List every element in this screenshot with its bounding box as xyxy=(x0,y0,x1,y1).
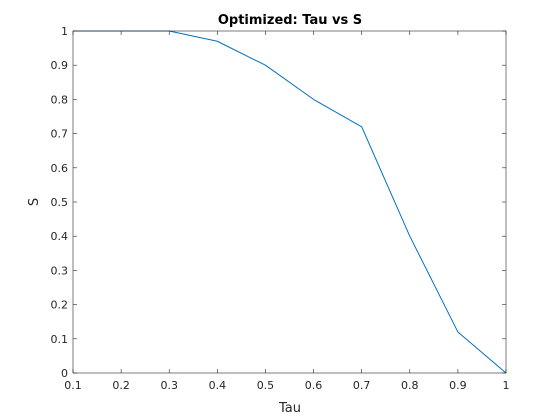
y-tick-label: 0.8 xyxy=(51,93,69,106)
y-tick-label: 0.2 xyxy=(51,299,69,312)
y-tick-label: 1 xyxy=(61,25,68,38)
x-tick-label: 1 xyxy=(503,379,510,392)
plot-area: 0.1 0.2 0.3 0.4 0.5 0.6 0.7 0.8 0.9 100.10.20.30.… xyxy=(51,25,510,392)
y-tick-label: 0.7 xyxy=(51,128,69,141)
x-tick-label: 0.9 xyxy=(449,379,467,392)
x-tick-label: 0.3 xyxy=(160,379,178,392)
y-tick-label: 0.3 xyxy=(51,264,69,277)
y-tick-label: 0.9 xyxy=(51,59,69,72)
x-tick-label: 0.2 xyxy=(112,379,130,392)
x-tick-label: 0.8 xyxy=(401,379,419,392)
chart-title: Optimized: Tau vs S xyxy=(218,13,362,28)
y-axis-label: S xyxy=(27,198,42,206)
y-tick-label: 0.4 xyxy=(51,230,69,243)
x-tick-label: 0.4 xyxy=(209,379,227,392)
y-tick-label: 0.5 xyxy=(51,196,69,209)
x-tick-label: 0.6 xyxy=(305,379,323,392)
y-tick-label: 0.1 xyxy=(51,333,69,346)
x-tick-label: 0.7 xyxy=(353,379,371,392)
x-tick-label: 0.1 xyxy=(64,379,82,392)
y-tick-label: 0.6 xyxy=(51,162,69,175)
x-tick-label: 0.5 xyxy=(257,379,275,392)
y-tick-label: 0 xyxy=(61,367,68,380)
x-axis-label: Tau xyxy=(278,401,301,416)
